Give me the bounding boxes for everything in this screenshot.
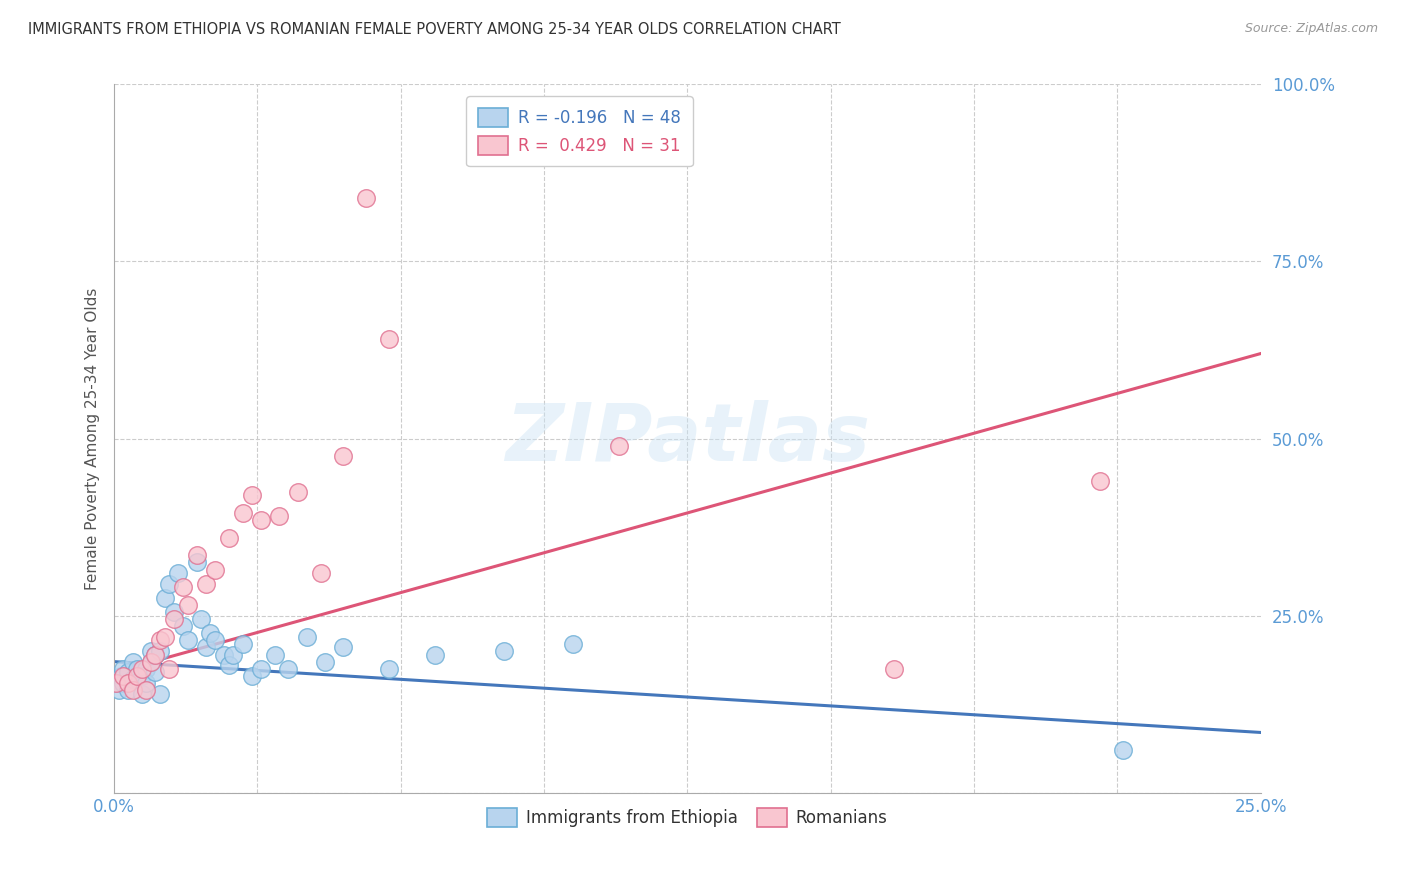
Point: [277, 662, 299, 676]
Point: [163, 612, 186, 626]
Point: [425, 648, 447, 662]
Point: [131, 669, 153, 683]
Point: [112, 676, 135, 690]
Point: [194, 576, 217, 591]
Point: [121, 655, 143, 669]
Text: IMMIGRANTS FROM ETHIOPIA VS ROMANIAN FEMALE POVERTY AMONG 25-34 YEAR OLDS CORREL: IMMIGRANTS FROM ETHIOPIA VS ROMANIAN FEM…: [28, 22, 841, 37]
Point: [186, 549, 208, 563]
Point: [167, 566, 190, 580]
Point: [295, 630, 318, 644]
Point: [145, 648, 167, 662]
Point: [117, 665, 139, 680]
Point: [149, 633, 172, 648]
Point: [107, 683, 129, 698]
Point: [127, 669, 149, 683]
Point: [1088, 474, 1111, 488]
Point: [269, 509, 291, 524]
Point: [204, 563, 226, 577]
Point: [287, 484, 309, 499]
Point: [153, 630, 176, 644]
Point: [204, 633, 226, 648]
Point: [105, 676, 128, 690]
Point: [176, 633, 198, 648]
Point: [263, 648, 285, 662]
Text: ZIPatlas: ZIPatlas: [505, 400, 870, 477]
Point: [139, 644, 162, 658]
Point: [157, 662, 180, 676]
Point: [332, 449, 354, 463]
Point: [131, 662, 153, 676]
Point: [218, 531, 240, 545]
Point: [250, 662, 273, 676]
Point: [121, 683, 143, 698]
Point: [378, 662, 401, 676]
Point: [145, 648, 167, 662]
Point: [240, 669, 263, 683]
Point: [172, 619, 194, 633]
Point: [157, 576, 180, 591]
Point: [105, 676, 128, 690]
Point: [163, 605, 186, 619]
Point: [332, 640, 354, 655]
Point: [121, 673, 143, 687]
Point: [1112, 743, 1135, 757]
Point: [309, 566, 332, 580]
Y-axis label: Female Poverty Among 25-34 Year Olds: Female Poverty Among 25-34 Year Olds: [86, 287, 100, 590]
Point: [356, 191, 378, 205]
Point: [212, 648, 235, 662]
Point: [135, 676, 157, 690]
Point: [149, 644, 172, 658]
Point: [110, 669, 132, 683]
Point: [232, 637, 254, 651]
Point: [222, 648, 245, 662]
Point: [492, 644, 515, 658]
Point: [314, 655, 336, 669]
Point: [240, 488, 263, 502]
Legend: Immigrants from Ethiopia, Romanians: Immigrants from Ethiopia, Romanians: [481, 801, 894, 834]
Point: [127, 662, 149, 676]
Point: [378, 332, 401, 346]
Point: [135, 683, 157, 698]
Point: [145, 665, 167, 680]
Point: [112, 662, 135, 676]
Point: [139, 655, 162, 669]
Point: [607, 439, 630, 453]
Point: [117, 683, 139, 698]
Point: [149, 686, 172, 700]
Point: [135, 662, 157, 676]
Point: [561, 637, 583, 651]
Point: [186, 556, 208, 570]
Point: [218, 658, 240, 673]
Point: [153, 591, 176, 605]
Point: [139, 655, 162, 669]
Point: [194, 640, 217, 655]
Point: [131, 686, 153, 700]
Point: [127, 673, 149, 687]
Point: [172, 580, 194, 594]
Point: [200, 626, 222, 640]
Point: [176, 598, 198, 612]
Point: [250, 513, 273, 527]
Point: [117, 676, 139, 690]
Point: [190, 612, 212, 626]
Point: [232, 506, 254, 520]
Text: Source: ZipAtlas.com: Source: ZipAtlas.com: [1244, 22, 1378, 36]
Point: [112, 669, 135, 683]
Point: [883, 662, 905, 676]
